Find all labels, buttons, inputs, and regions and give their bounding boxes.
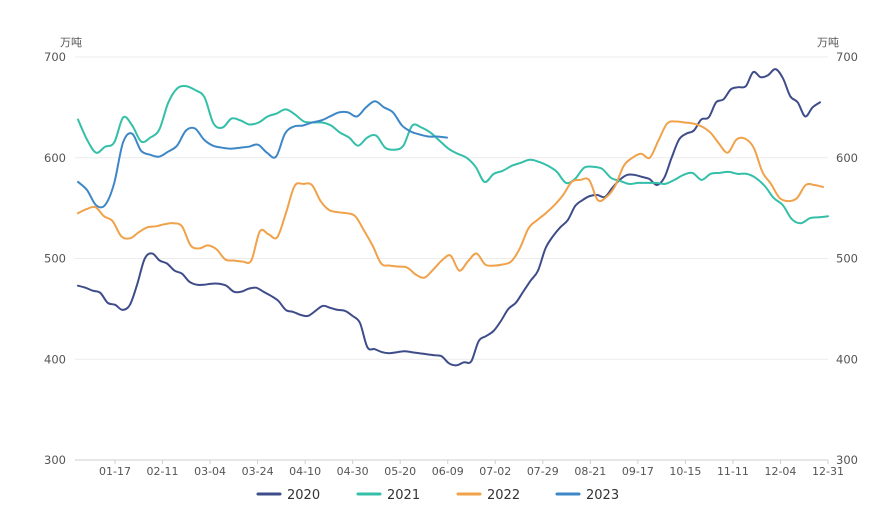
legend-item-2021[interactable]: 2021 bbox=[356, 488, 420, 503]
x-tick-label: 12-31 bbox=[812, 465, 844, 478]
x-tick-label: 02-11 bbox=[147, 465, 179, 478]
legend-item-2022[interactable]: 2022 bbox=[456, 488, 520, 503]
legend-label: 2020 bbox=[287, 488, 320, 503]
legend-label: 2022 bbox=[487, 488, 520, 503]
x-tick-label: 07-29 bbox=[527, 465, 559, 478]
x-tick-label: 03-24 bbox=[242, 465, 274, 478]
y-tick-label-right: 300 bbox=[836, 453, 858, 467]
y-unit-right: 万吨 bbox=[817, 36, 839, 49]
y-unit-left: 万吨 bbox=[60, 36, 82, 49]
y-tick-label-right: 600 bbox=[836, 151, 858, 165]
grid-layer bbox=[75, 56, 828, 461]
x-tick-label: 06-09 bbox=[432, 465, 464, 478]
legend[interactable]: 2020 2021 2022 2023 bbox=[256, 488, 619, 503]
y-tick-label-left: 600 bbox=[44, 151, 66, 165]
x-tick-label: 01-17 bbox=[99, 465, 131, 478]
series-line-2023[interactable] bbox=[77, 100, 448, 209]
x-tick-label: 10-15 bbox=[669, 465, 701, 478]
x-tick-label: 04-10 bbox=[289, 465, 321, 478]
legend-label: 2021 bbox=[387, 488, 420, 503]
series-line-2021[interactable] bbox=[77, 84, 829, 225]
x-tick-label: 11-11 bbox=[717, 465, 749, 478]
x-tick-label: 05-20 bbox=[384, 465, 416, 478]
x-tick-label: 09-17 bbox=[622, 465, 654, 478]
y-tick-label-left: 500 bbox=[44, 252, 66, 266]
legend-label: 2023 bbox=[586, 488, 619, 503]
y-tick-label-left: 400 bbox=[44, 352, 66, 366]
x-tick-label: 04-30 bbox=[337, 465, 369, 478]
y-tick-label-right: 700 bbox=[836, 50, 858, 64]
x-tick-label: 12-04 bbox=[764, 465, 796, 478]
series-layer bbox=[77, 68, 829, 367]
legend-item-2020[interactable]: 2020 bbox=[256, 488, 320, 503]
y-tick-label-left: 300 bbox=[44, 453, 66, 467]
series-line-2020[interactable] bbox=[77, 68, 821, 367]
legend-item-2023[interactable]: 2023 bbox=[555, 488, 619, 503]
y-tick-label-right: 400 bbox=[836, 352, 858, 366]
x-tick-label: 08-21 bbox=[574, 465, 606, 478]
y-tick-label-right: 500 bbox=[836, 252, 858, 266]
x-tick-label: 07-02 bbox=[479, 465, 511, 478]
x-tick-label: 03-04 bbox=[194, 465, 226, 478]
series-line-2022[interactable] bbox=[77, 120, 824, 279]
y-tick-label-left: 700 bbox=[44, 50, 66, 64]
